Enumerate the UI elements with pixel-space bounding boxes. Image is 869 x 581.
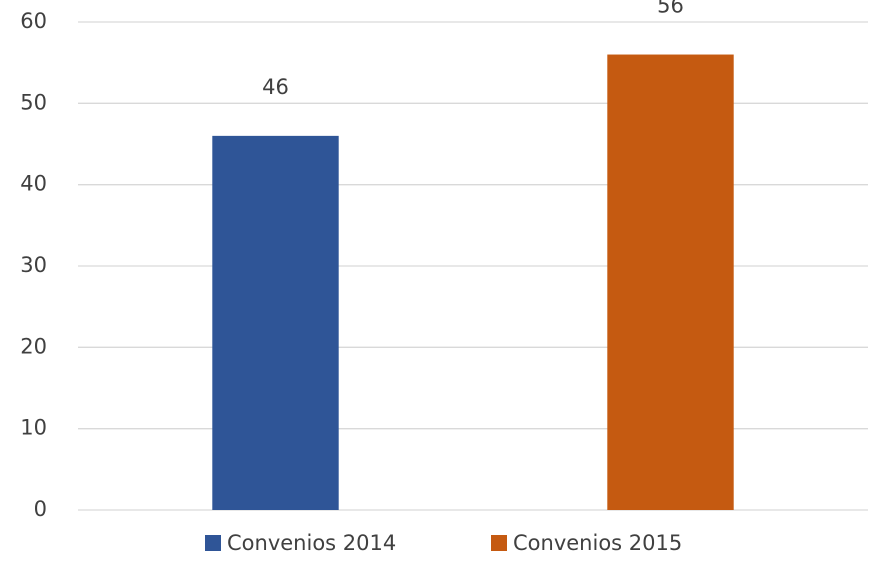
- y-tick-label: 50: [20, 90, 47, 114]
- legend-swatch: [491, 535, 507, 551]
- legend-label: Convenios 2015: [513, 531, 682, 555]
- bar: [607, 54, 734, 511]
- data-label: 46: [262, 75, 289, 99]
- y-tick-label: 60: [20, 9, 47, 33]
- legend-swatch: [205, 535, 221, 551]
- legend-label: Convenios 2014: [227, 531, 396, 555]
- y-tick-label: 40: [20, 172, 47, 196]
- bar: [212, 135, 339, 510]
- data-label: 56: [657, 0, 684, 18]
- y-tick-label: 20: [20, 334, 47, 358]
- y-tick-label: 10: [20, 416, 47, 440]
- y-tick-label: 0: [34, 497, 47, 521]
- y-tick-label: 30: [20, 253, 47, 277]
